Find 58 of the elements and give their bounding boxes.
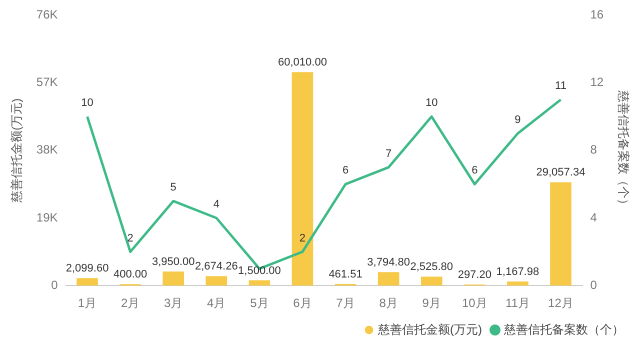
y2-tick-label: 12	[590, 75, 604, 90]
data-label: 1,167.98	[496, 266, 540, 278]
data-label: 10	[425, 97, 438, 110]
x-tick-label: 9月	[422, 296, 441, 310]
data-label: 6	[472, 164, 478, 177]
data-label: 1,500.00	[238, 264, 281, 277]
data-label: 2,099.60	[66, 262, 109, 275]
x-tick-label: 12月	[548, 296, 574, 310]
data-label: 2	[299, 232, 306, 244]
x-tick-label: 2月	[120, 296, 140, 310]
data-label: 29,057.34	[536, 166, 586, 179]
y-tick-label: 19K	[36, 210, 58, 224]
data-label: 5	[170, 182, 176, 194]
y2-tick-label: 0	[590, 278, 598, 292]
bar	[76, 278, 98, 286]
legend-label: 慈善信托备案数（个）	[503, 322, 624, 336]
data-label: 7	[386, 148, 392, 160]
bar	[292, 72, 314, 286]
data-label: 400.00	[113, 268, 148, 281]
data-label: 9	[514, 114, 521, 126]
y-tick-label: 0	[51, 278, 58, 292]
x-tick-label: 7月	[336, 296, 355, 310]
data-label: 11	[555, 80, 566, 92]
y-axis-title: 慈善信托金额(万元)	[10, 98, 24, 204]
x-tick-label: 4月	[207, 296, 226, 310]
x-tick-label: 6月	[293, 296, 312, 310]
data-label: 10	[81, 97, 94, 110]
bar	[550, 182, 572, 286]
x-tick-label: 10月	[462, 296, 488, 310]
data-label: 2,674.26	[194, 260, 238, 273]
data-label: 2	[127, 232, 134, 244]
y2-tick-label: 16	[590, 8, 604, 22]
x-tick-label: 8月	[379, 296, 398, 310]
bar	[420, 276, 442, 286]
y-tick-label: 57K	[36, 75, 58, 90]
data-label: 3,794.80	[367, 256, 410, 269]
y2-tick-label: 8	[590, 142, 598, 157]
bar	[162, 272, 184, 286]
y2-tick-label: 4	[590, 210, 598, 224]
bar	[507, 281, 528, 286]
x-tick-label: 3月	[164, 296, 183, 310]
y-tick-label: 76K	[36, 8, 58, 22]
data-label: 60,010.00	[278, 56, 327, 69]
data-label: 4	[213, 198, 220, 211]
x-tick-label: 5月	[250, 296, 269, 310]
data-label: 6	[342, 164, 349, 177]
x-tick-label: 1月	[78, 296, 97, 310]
data-label: 297.20	[458, 269, 492, 282]
y2-axis-title: 慈善信托备案数（个）	[616, 89, 630, 210]
data-label: 3,950.00	[152, 256, 195, 268]
x-tick-label: 11月	[505, 296, 530, 310]
legend-label: 慈善信托金额(万元)	[377, 322, 482, 336]
bar	[378, 272, 400, 286]
y-tick-label: 38K	[36, 142, 58, 157]
data-label: 461.51	[328, 268, 362, 280]
bar	[206, 276, 228, 286]
bar	[248, 280, 270, 286]
data-label: 2,525.80	[410, 261, 454, 274]
